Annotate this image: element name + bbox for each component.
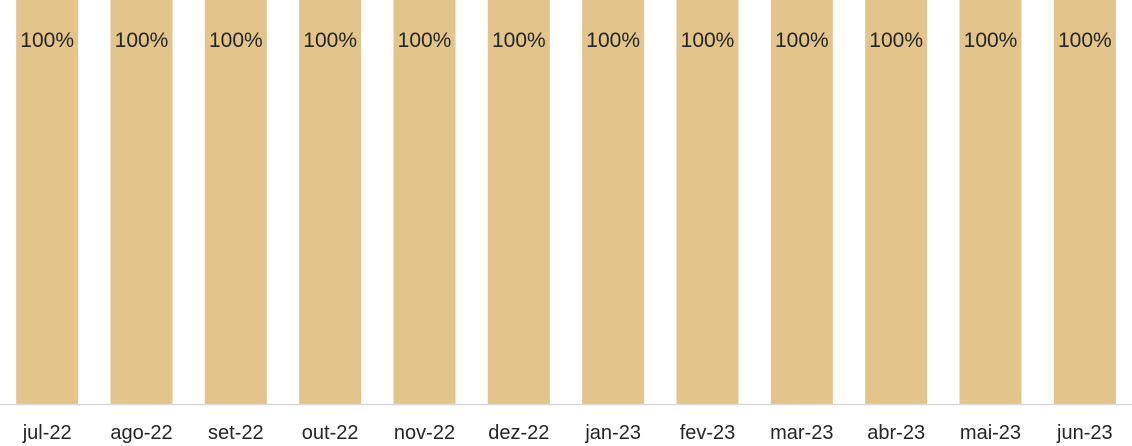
x-tick-label-abr-23: abr-23 bbox=[867, 422, 925, 444]
x-tick-label-set-22: set-22 bbox=[208, 422, 264, 444]
data-label-out-22: 100% bbox=[303, 29, 357, 52]
data-label-mar-23: 100% bbox=[775, 29, 829, 52]
x-tick-label-jul-22: jul-22 bbox=[22, 422, 72, 444]
x-tick-label-jan-23: jan-23 bbox=[584, 422, 641, 444]
bar-fev-23 bbox=[676, 0, 739, 404]
bar-out-22 bbox=[299, 0, 362, 404]
x-tick-label-mai-23: mai-23 bbox=[960, 422, 1021, 444]
bar-mar-23 bbox=[770, 0, 833, 404]
data-label-dez-22: 100% bbox=[492, 29, 546, 52]
data-label-jan-23: 100% bbox=[586, 29, 640, 52]
data-label-abr-23: 100% bbox=[869, 29, 923, 52]
data-label-ago-22: 100% bbox=[115, 29, 169, 52]
data-label-jun-23: 100% bbox=[1058, 29, 1112, 52]
x-tick-label-fev-23: fev-23 bbox=[680, 422, 736, 444]
bar-ago-22 bbox=[110, 0, 173, 404]
x-tick-label-nov-22: nov-22 bbox=[394, 422, 455, 444]
x-tick-label-mar-23: mar-23 bbox=[770, 422, 833, 444]
bars-group bbox=[16, 0, 1116, 404]
bar-mai-23 bbox=[959, 0, 1022, 404]
data-label-jul-22: 100% bbox=[20, 29, 74, 52]
x-tick-label-out-22: out-22 bbox=[302, 422, 359, 444]
x-tick-labels-group: jul-22 ago-22 set-22 out-22 nov-22 dez-22 jan-… bbox=[22, 422, 1113, 444]
data-label-set-22: 100% bbox=[209, 29, 263, 52]
bar-nov-22 bbox=[393, 0, 456, 404]
data-label-nov-22: 100% bbox=[398, 29, 452, 52]
bar-jun-23 bbox=[1053, 0, 1116, 404]
x-tick-label-jun-23: jun-23 bbox=[1056, 422, 1113, 444]
x-tick-label-ago-22: ago-22 bbox=[110, 422, 172, 444]
bar-jan-23 bbox=[582, 0, 645, 404]
data-labels-group: 100% 100% 100% 100% 100% 100% 100% 100% 100% 100%… bbox=[20, 29, 1111, 52]
bar-jul-22 bbox=[16, 0, 79, 404]
data-label-fev-23: 100% bbox=[681, 29, 735, 52]
bar-dez-22 bbox=[487, 0, 550, 404]
bar-set-22 bbox=[204, 0, 267, 404]
x-tick-label-dez-22: dez-22 bbox=[488, 422, 549, 444]
bar-abr-23 bbox=[865, 0, 928, 404]
data-label-mai-23: 100% bbox=[964, 29, 1018, 52]
